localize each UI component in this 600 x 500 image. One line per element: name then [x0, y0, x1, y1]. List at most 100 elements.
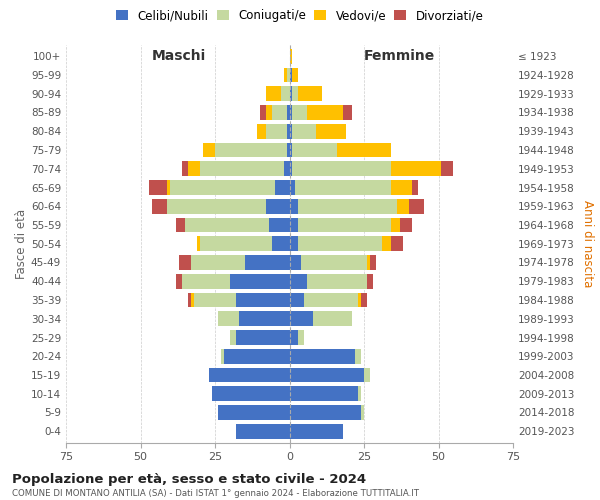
Bar — [298, 199, 397, 214]
Bar — [355, 349, 361, 364]
Bar — [287, 105, 290, 120]
Bar — [281, 86, 290, 101]
Bar — [224, 349, 290, 364]
Bar — [179, 255, 191, 270]
Bar — [290, 180, 295, 195]
Bar — [298, 330, 304, 345]
Bar — [343, 105, 352, 120]
Bar — [275, 180, 290, 195]
Bar — [188, 292, 191, 308]
Bar — [298, 86, 322, 101]
Bar — [391, 180, 412, 195]
Bar — [290, 312, 313, 326]
Bar — [290, 162, 292, 176]
Y-axis label: Fasce di età: Fasce di età — [15, 208, 28, 279]
Bar — [292, 105, 307, 120]
Bar — [185, 218, 269, 232]
Bar — [230, 330, 236, 345]
Bar — [442, 162, 454, 176]
Bar — [236, 292, 290, 308]
Bar — [200, 162, 284, 176]
Bar — [218, 405, 290, 420]
Bar — [361, 292, 367, 308]
Bar — [370, 255, 376, 270]
Bar — [257, 124, 266, 138]
Bar — [191, 255, 245, 270]
Bar — [290, 49, 292, 64]
Text: Popolazione per età, sesso e stato civile - 2024: Popolazione per età, sesso e stato civil… — [12, 472, 366, 486]
Bar — [301, 255, 367, 270]
Bar — [290, 105, 292, 120]
Text: Femmine: Femmine — [364, 48, 436, 62]
Bar — [170, 180, 275, 195]
Bar — [292, 86, 298, 101]
Bar — [269, 218, 290, 232]
Bar — [212, 386, 290, 401]
Bar — [200, 236, 272, 251]
Bar — [409, 199, 424, 214]
Bar — [412, 180, 418, 195]
Bar — [176, 274, 182, 288]
Bar — [284, 68, 287, 82]
Bar — [167, 180, 170, 195]
Bar — [290, 349, 355, 364]
Bar — [287, 68, 290, 82]
Bar — [221, 349, 224, 364]
Bar — [367, 274, 373, 288]
Bar — [290, 142, 292, 158]
Bar — [218, 312, 239, 326]
Bar — [367, 255, 370, 270]
Bar — [236, 330, 290, 345]
Bar — [292, 68, 298, 82]
Bar — [209, 368, 290, 382]
Bar — [287, 142, 290, 158]
Bar — [182, 162, 188, 176]
Bar — [149, 180, 167, 195]
Bar — [361, 405, 364, 420]
Bar — [182, 274, 230, 288]
Bar — [295, 180, 391, 195]
Bar — [391, 236, 403, 251]
Bar — [287, 124, 290, 138]
Y-axis label: Anni di nascita: Anni di nascita — [581, 200, 594, 288]
Bar — [358, 386, 361, 401]
Bar — [290, 255, 301, 270]
Bar — [188, 162, 200, 176]
Bar — [191, 292, 194, 308]
Bar — [176, 218, 185, 232]
Bar — [290, 368, 364, 382]
Bar — [284, 162, 290, 176]
Bar — [337, 142, 391, 158]
Bar — [292, 124, 316, 138]
Bar — [230, 274, 290, 288]
Bar — [215, 142, 287, 158]
Bar — [313, 312, 352, 326]
Bar — [292, 162, 391, 176]
Bar — [266, 86, 281, 101]
Bar — [382, 236, 391, 251]
Legend: Celibi/Nubili, Coniugati/e, Vedovi/e, Divorziati/e: Celibi/Nubili, Coniugati/e, Vedovi/e, Di… — [113, 6, 487, 26]
Bar — [266, 199, 290, 214]
Bar — [152, 199, 167, 214]
Bar — [197, 236, 200, 251]
Bar — [260, 105, 266, 120]
Bar — [307, 274, 367, 288]
Bar — [290, 199, 298, 214]
Bar — [400, 218, 412, 232]
Bar — [290, 86, 292, 101]
Bar — [391, 218, 400, 232]
Bar — [290, 424, 343, 438]
Bar — [194, 292, 236, 308]
Bar — [203, 142, 215, 158]
Bar — [266, 105, 272, 120]
Bar — [391, 162, 442, 176]
Bar — [292, 142, 337, 158]
Bar — [358, 292, 361, 308]
Bar — [290, 68, 292, 82]
Bar — [298, 218, 391, 232]
Bar — [298, 236, 382, 251]
Bar — [290, 330, 298, 345]
Text: COMUNE DI MONTANO ANTILIA (SA) - Dati ISTAT 1° gennaio 2024 - Elaborazione TUTTI: COMUNE DI MONTANO ANTILIA (SA) - Dati IS… — [12, 489, 419, 498]
Bar — [290, 236, 298, 251]
Bar — [307, 105, 343, 120]
